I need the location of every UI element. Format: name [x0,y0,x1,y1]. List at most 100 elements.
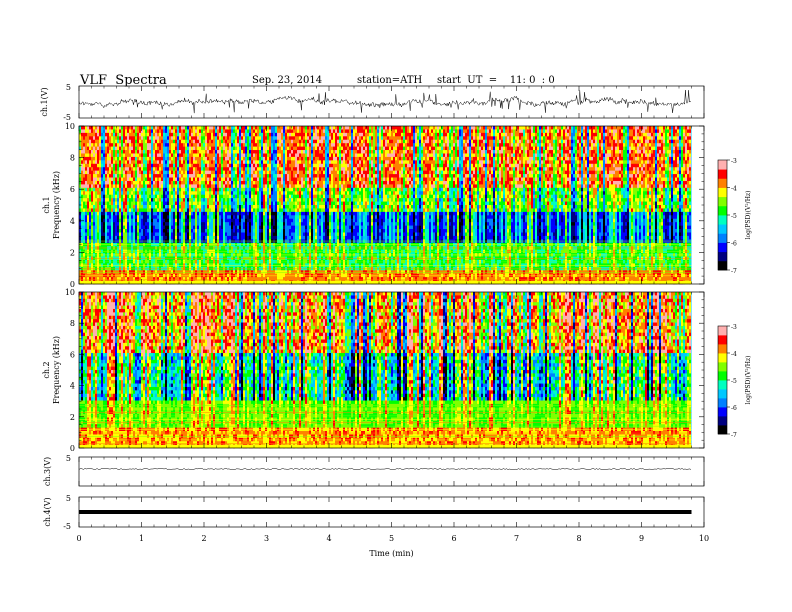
spectrogram-cell [119,226,121,230]
spectrogram-cell [107,188,109,192]
spectrogram-cell [99,195,101,199]
spectrogram-cell [113,160,115,164]
spectrogram-cell [113,150,115,154]
spectrogram-cell [87,226,89,230]
spectrogram-cell [109,195,111,199]
spectrogram-cell [93,136,95,140]
spectrogram-cell [119,184,121,188]
spectrogram-cell [105,157,107,161]
spectrogram-cell [127,184,129,188]
spectrogram-cell [85,143,87,147]
spectrogram-cell [105,129,107,133]
spectrogram-cell [101,133,103,137]
spectrogram-cell [119,140,121,144]
spectrogram-cell [107,232,109,236]
spectrogram-cell [123,136,125,140]
spectrogram-cell [113,133,115,137]
spectrogram-cell [87,140,89,144]
spectrogram-cell [117,226,119,230]
spectrogram-cell [91,198,93,202]
spectrogram-cell [85,136,87,140]
spectrogram-cell [123,150,125,154]
spectrogram-cell [119,205,121,209]
spectrogram-cell [83,198,85,202]
spectrogram-cell [99,140,101,144]
spectrogram-cell [91,140,93,144]
spectrogram-cell [91,215,93,219]
spectrogram-cell [113,202,115,206]
spectrogram-cell [117,195,119,199]
spectrogram-cell [115,174,117,178]
spectrogram-cell [117,150,119,154]
spectrogram-cell [103,236,105,240]
spectrogram-cell [103,150,105,154]
spectrogram-cell [127,164,129,168]
spectrogram-cell [103,222,105,226]
spectrogram-cell [89,140,91,144]
spectrogram-cell [85,195,87,199]
spectrogram-cell [127,178,129,182]
spectrogram-cell [85,202,87,206]
spectrogram-cell [83,208,85,212]
spectrogram-cell [83,215,85,219]
spectrogram-cell [125,208,127,212]
spectrogram-cell [103,198,105,202]
spectrogram-cell [103,226,105,230]
spectrogram-cell [93,195,95,199]
spectrogram-cell [101,198,103,202]
spectrogram-cell [107,143,109,147]
spectrogram-cell [89,150,91,154]
spectrogram-cell [121,171,123,175]
spectrogram-cell [109,181,111,185]
spectrogram-cell [83,147,85,151]
spectrogram-cell [91,150,93,154]
spectrogram-cell [127,140,129,144]
spectrogram-cell [89,236,91,240]
spectrogram-cell [83,226,85,230]
spectrogram-cell [119,188,121,192]
spectrogram-cell [101,222,103,226]
spectrogram-cell [83,150,85,154]
spectrogram-cell [111,157,113,161]
spectrogram-cell [125,160,127,164]
spectrogram-cell [123,195,125,199]
spectrogram-cell [83,153,85,157]
spectrogram-cell [121,129,123,133]
spectrogram-cell [99,229,101,233]
spectrogram-cell [101,129,103,133]
spectrogram-cell [121,160,123,164]
spectrogram-cell [91,219,93,223]
spectrogram-cell [103,184,105,188]
spectrogram-cell [101,191,103,195]
spectrogram-cell [111,129,113,133]
spectrogram-cell [113,198,115,202]
spectrogram-cell [85,184,87,188]
spectrogram-cell [113,136,115,140]
spectrogram-cell [101,195,103,199]
spectrogram-cell [99,171,101,175]
spectrogram-cell [97,195,99,199]
spectrogram-cell [125,236,127,240]
spectrogram-cell [99,205,101,209]
spectrogram-cell [101,215,103,219]
spectrogram-cell [105,195,107,199]
spectrogram-cell [93,129,95,133]
spectrogram-cell [81,133,83,137]
spectrogram-cell [109,232,111,236]
spectrogram-cell [81,188,83,192]
spectrogram-cell [123,133,125,137]
spectrogram-cell [93,147,95,151]
spectrogram-cell [125,188,127,192]
spectrogram-cell [125,136,127,140]
spectrogram-cell [107,236,109,240]
spectrogram-cell [123,174,125,178]
spectrogram-cell [83,178,85,182]
spectrogram-cell [97,167,99,171]
spectrogram-cell [93,188,95,192]
spectrogram-cell [111,160,113,164]
spectrogram-cell [95,202,97,206]
spectrogram-cell [97,129,99,133]
spectrogram-cell [127,167,129,171]
spectrogram-cell [93,160,95,164]
spectrogram-cell [93,140,95,144]
